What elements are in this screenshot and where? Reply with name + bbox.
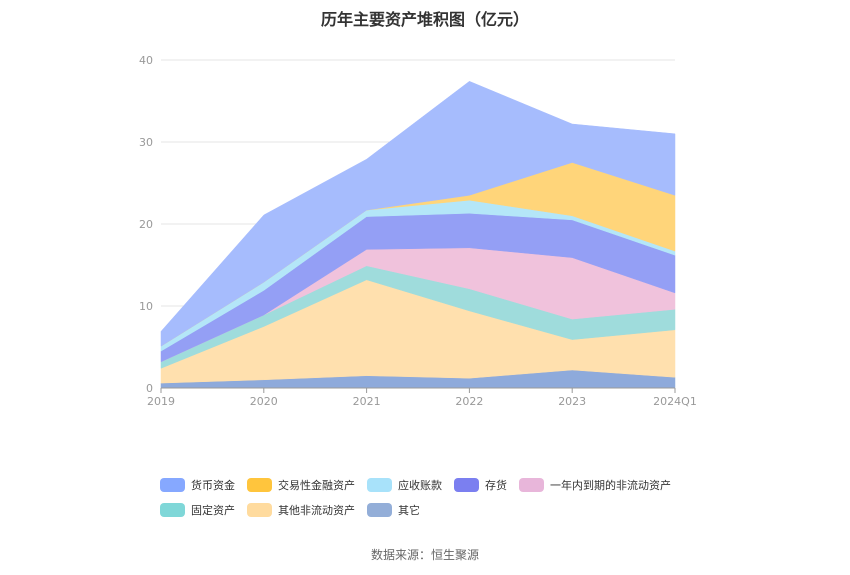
x-tick-label: 2022 [455, 395, 483, 408]
legend-item[interactable]: 固定资产 [160, 502, 235, 518]
legend-swatch [247, 502, 272, 517]
legend-label: 交易性金融资产 [278, 478, 355, 492]
y-tick-label: 10 [139, 300, 153, 313]
x-tick-label: 2020 [250, 395, 278, 408]
data-source: 数据来源：恒生聚源 [370, 548, 479, 562]
y-tick-label: 0 [146, 382, 153, 395]
legend-item[interactable]: 一年内到期的非流动资产 [519, 477, 671, 493]
legend-swatch [367, 502, 392, 517]
chart-title: 历年主要资产堆积图（亿元） [320, 10, 529, 29]
legend-swatch [367, 477, 392, 492]
legend: 货币资金 交易性金融资产 应收账款 存货 一年内到期的非流动资产 固定资产 其他非流动资产… [160, 472, 720, 522]
x-tick-label: 2024Q1 [653, 395, 697, 408]
legend-label: 其他非流动资产 [278, 503, 355, 517]
x-tick-label: 2023 [558, 395, 586, 408]
legend-label: 存货 [485, 478, 507, 492]
y-tick-label: 40 [139, 54, 153, 67]
legend-label: 一年内到期的非流动资产 [550, 478, 671, 492]
legend-item[interactable]: 其他非流动资产 [247, 502, 355, 518]
y-tick-label: 30 [139, 136, 153, 149]
legend-swatch [247, 477, 272, 492]
legend-label: 其它 [398, 503, 420, 517]
legend-item[interactable]: 其它 [367, 502, 420, 518]
legend-item[interactable]: 应收账款 [367, 477, 442, 493]
legend-row-2: 固定资产 其他非流动资产 其它 [160, 497, 720, 522]
x-tick-label: 2019 [147, 395, 175, 408]
legend-label: 应收账款 [398, 478, 442, 492]
legend-label: 固定资产 [191, 503, 235, 517]
legend-swatch [160, 502, 185, 517]
legend-item[interactable]: 货币资金 [160, 477, 235, 493]
legend-item[interactable]: 交易性金融资产 [247, 477, 355, 493]
axis-layer: 2019 2020 2021 2022 2023 2024Q1 [147, 387, 697, 408]
x-tick-label: 2021 [353, 395, 381, 408]
area-series-7 [160, 81, 676, 347]
legend-swatch [454, 477, 479, 492]
y-tick-label: 20 [139, 218, 153, 231]
legend-item[interactable]: 存货 [454, 477, 507, 493]
legend-swatch [519, 477, 544, 492]
legend-swatch [160, 477, 185, 492]
legend-label: 货币资金 [191, 478, 235, 492]
area-layer [160, 81, 676, 389]
legend-row-1: 货币资金 交易性金融资产 应收账款 存货 一年内到期的非流动资产 [160, 472, 720, 497]
